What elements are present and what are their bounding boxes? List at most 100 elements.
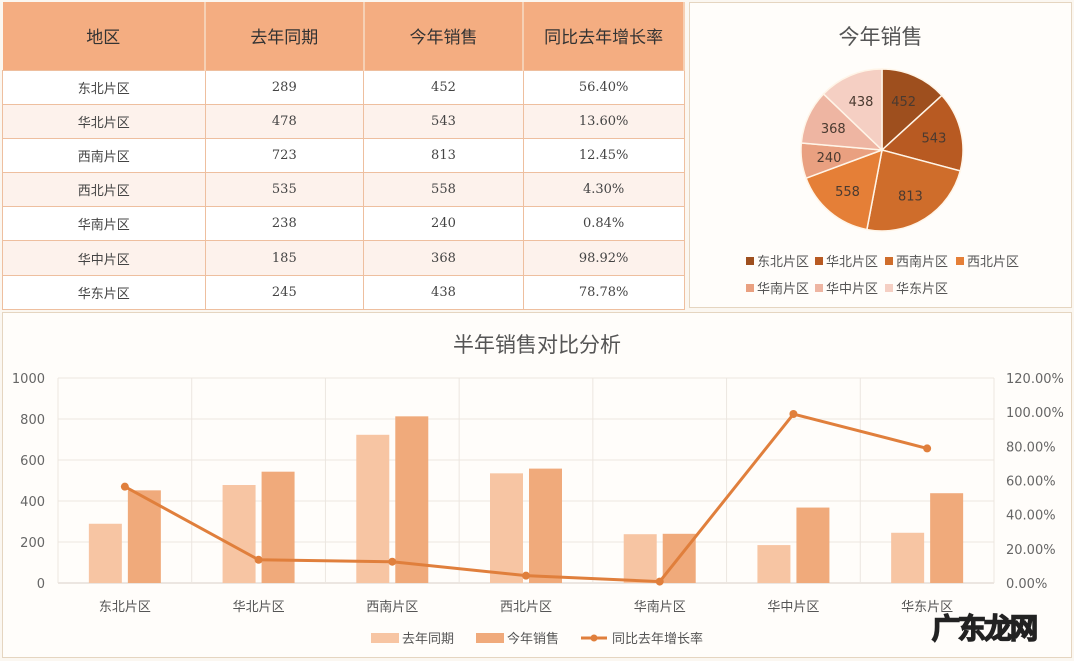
legend-label: 华北片区 bbox=[826, 255, 879, 270]
table-cell: 245 bbox=[204, 274, 365, 310]
growth-rate-point bbox=[254, 555, 263, 564]
pie-title: 今年销售 bbox=[838, 25, 923, 49]
growth-rate-point bbox=[789, 410, 798, 419]
bar-last-year bbox=[222, 485, 256, 583]
bar-last-year bbox=[490, 473, 523, 583]
pie-legend-item: 华南片区 bbox=[746, 278, 809, 297]
legend-label: 今年销售 bbox=[507, 631, 559, 647]
legend-label: 西北片区 bbox=[967, 255, 1020, 270]
sales-table: 地区 去年同期 今年销售 同比去年增长率 东北片区 289 452 56.40% 华北片区 47… bbox=[2, 2, 685, 310]
table-cell: 98.92% bbox=[522, 240, 685, 276]
x-tick-label: 东北片区 bbox=[99, 600, 151, 615]
table-cell: 543 bbox=[363, 103, 524, 139]
pie-slice bbox=[822, 68, 883, 152]
growth-rate-point bbox=[388, 557, 397, 566]
legend-swatch bbox=[746, 283, 754, 292]
bar-last-year bbox=[88, 523, 122, 583]
combo-chart: 0 200 400 600 800 1000 0.00% 20.00% 40.00% 60.00%… bbox=[12, 372, 1064, 647]
table-cell: 78.78% bbox=[522, 274, 685, 310]
pie-data-label: 813 bbox=[898, 189, 923, 204]
bar-this-year bbox=[261, 471, 295, 583]
table-cell: 西北片区 bbox=[2, 172, 206, 208]
pie-slice bbox=[881, 68, 943, 152]
bar-last-year bbox=[623, 534, 657, 583]
pie-data-label: 368 bbox=[821, 122, 846, 137]
growth-rate-point bbox=[923, 444, 932, 453]
y2-tick-label: 20.00% bbox=[1006, 543, 1056, 558]
table-row: 西北片区 535 558 4.30% bbox=[2, 172, 685, 208]
table-row: 华南片区 238 240 0.84% bbox=[2, 206, 685, 242]
pie-legend-item: 华东片区 bbox=[885, 278, 948, 297]
bar-this-year bbox=[395, 416, 429, 583]
bar-this-year bbox=[127, 490, 161, 583]
bar-last-year bbox=[757, 545, 791, 583]
y2-tick-label: 60.00% bbox=[1006, 475, 1056, 490]
table-row: 东北片区 289 452 56.40% bbox=[2, 69, 685, 105]
legend-marker-icon bbox=[590, 634, 598, 642]
pie-legend-item: 华中片区 bbox=[815, 278, 878, 297]
x-tick-label: 西北片区 bbox=[500, 600, 552, 615]
y-tick-label: 800 bbox=[20, 413, 45, 428]
table-cell: 238 bbox=[204, 206, 365, 242]
table-cell: 478 bbox=[204, 103, 365, 139]
y2-tick-label: 100.00% bbox=[1006, 406, 1064, 421]
pie-slice bbox=[880, 94, 964, 172]
table-cell: 535 bbox=[204, 172, 365, 208]
table-cell: 240 bbox=[363, 206, 524, 242]
x-tick-label: 华北片区 bbox=[233, 600, 285, 615]
table-cell: 56.40% bbox=[522, 69, 685, 105]
table-cell: 4.30% bbox=[522, 172, 685, 208]
legend-label: 华南片区 bbox=[757, 282, 810, 297]
table-row: 西南片区 723 813 12.45% bbox=[2, 137, 685, 174]
pie-data-label: 543 bbox=[922, 131, 947, 146]
x-tick-label: 华中片区 bbox=[767, 600, 819, 615]
table-cell: 华南片区 bbox=[2, 206, 206, 242]
column-header: 同比去年增长率 bbox=[523, 2, 685, 70]
table-row: 华东片区 245 438 78.78% bbox=[2, 274, 685, 310]
pie-legend-item: 东北片区 bbox=[746, 251, 809, 270]
table-row: 华中片区 185 368 98.92% bbox=[2, 240, 685, 276]
y2-tick-label: 40.00% bbox=[1006, 509, 1056, 524]
table-cell: 东北片区 bbox=[2, 69, 206, 105]
table-cell: 0.84% bbox=[522, 206, 685, 242]
legend-swatch bbox=[476, 633, 504, 643]
y-tick-label: 200 bbox=[20, 536, 45, 551]
legend-label: 东北片区 bbox=[757, 255, 810, 270]
table-cell: 438 bbox=[363, 274, 524, 310]
y-tick-label: 600 bbox=[20, 454, 45, 469]
table-cell: 289 bbox=[204, 69, 365, 105]
legend-swatch bbox=[815, 256, 823, 265]
table-cell: 368 bbox=[363, 240, 524, 276]
table-cell: 13.60% bbox=[522, 103, 685, 139]
bar-this-year bbox=[796, 507, 830, 583]
y2-tick-label: 0.00% bbox=[1006, 577, 1047, 592]
legend-swatch bbox=[815, 283, 823, 292]
pie-legend-item: 西南片区 bbox=[885, 251, 948, 270]
x-tick-label: 西南片区 bbox=[366, 599, 418, 615]
pie-legend-item: 华北片区 bbox=[815, 251, 878, 270]
x-tick-label: 华东片区 bbox=[901, 600, 953, 615]
growth-rate-point bbox=[120, 482, 129, 491]
table-cell: 185 bbox=[204, 240, 365, 276]
legend-label: 华中片区 bbox=[826, 282, 879, 297]
legend-swatch bbox=[956, 256, 964, 265]
table-cell: 452 bbox=[363, 69, 524, 105]
legend-swatch bbox=[371, 633, 399, 643]
table-header: 地区 去年同期 今年销售 同比去年增长率 bbox=[2, 2, 685, 70]
watermark-logo: 广东龙网 bbox=[931, 611, 1039, 646]
legend-swatch bbox=[885, 256, 893, 265]
legend-label: 去年同期 bbox=[402, 632, 454, 647]
legend-swatch bbox=[746, 256, 754, 265]
pie-data-label: 452 bbox=[891, 95, 916, 110]
table-cell: 558 bbox=[363, 172, 524, 208]
y-tick-label: 1000 bbox=[12, 372, 45, 387]
table-row: 华北片区 478 543 13.60% bbox=[2, 103, 685, 139]
table-cell: 华中片区 bbox=[2, 240, 206, 276]
table-cell: 12.45% bbox=[522, 137, 685, 174]
legend-label: 同比去年增长率 bbox=[612, 631, 703, 647]
y-tick-label: 400 bbox=[20, 495, 45, 510]
pie-slice bbox=[805, 148, 883, 231]
bar-this-year bbox=[529, 468, 562, 583]
pie-data-label: 558 bbox=[835, 185, 860, 200]
pie-chart-panel: 今年销售 452 543 813 558 240 368 438 东北片区 华北片区 西南片区 西… bbox=[689, 2, 1072, 308]
